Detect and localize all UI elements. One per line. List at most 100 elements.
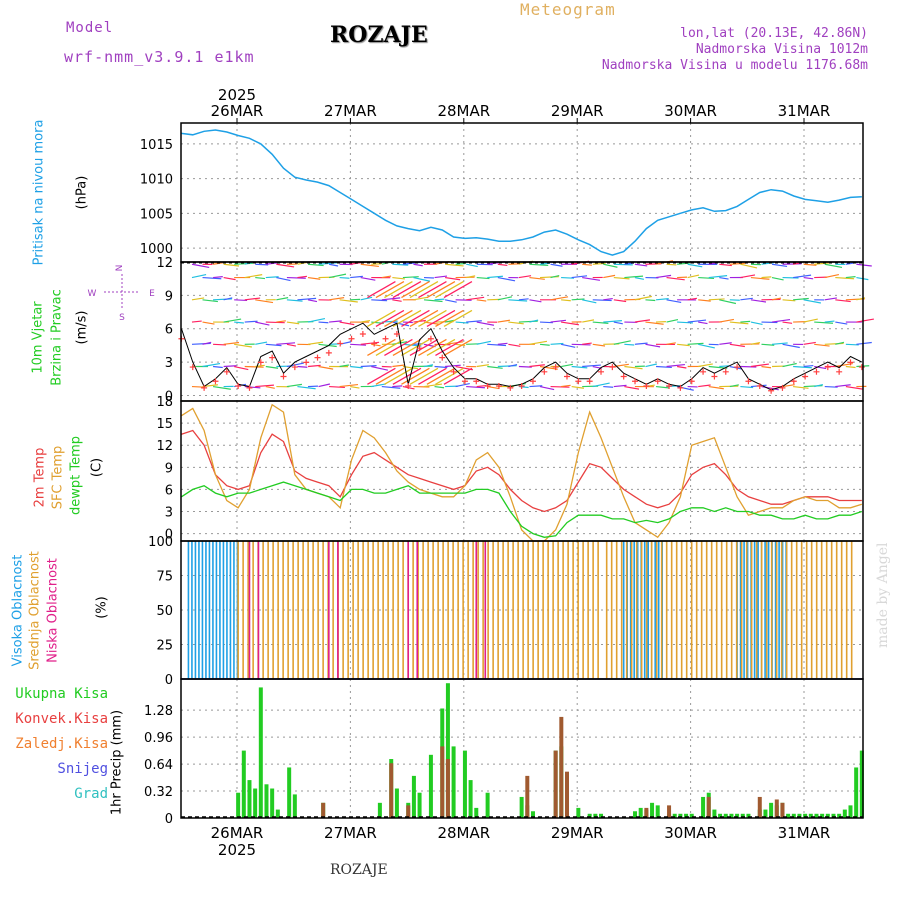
precip-bar	[553, 750, 558, 818]
wind-barb	[413, 276, 431, 282]
y-tick-label: 50	[156, 604, 173, 619]
wind-barb	[286, 383, 303, 388]
wind-barb	[466, 263, 478, 268]
wind-barb-strong	[401, 367, 430, 385]
wind-barb	[434, 365, 448, 369]
wind-barb	[328, 273, 347, 279]
wind-barb	[265, 276, 279, 279]
precip-bar	[258, 687, 263, 818]
wind-barb-strong	[375, 309, 405, 328]
wind-barb	[645, 299, 656, 302]
wind-barb	[824, 297, 837, 301]
wind-barb	[624, 343, 635, 346]
wind-barb	[307, 318, 326, 323]
wind-barb-strong	[418, 367, 447, 385]
wind-barb-strong	[367, 367, 396, 385]
wind-barb	[529, 299, 542, 303]
wind-barb	[603, 319, 622, 323]
wind-barb	[687, 263, 703, 268]
wind-barb	[392, 385, 403, 388]
precip-bar	[389, 763, 394, 818]
wind-gust-marker	[189, 364, 196, 371]
wind-gust-marker	[541, 368, 548, 375]
wind-barb	[371, 365, 389, 371]
wind-gust-marker	[223, 368, 230, 375]
station-title: ROZAJE	[330, 22, 428, 48]
wind-barb	[624, 275, 644, 279]
wind-barb	[360, 296, 373, 301]
wind-gust-marker	[212, 378, 219, 385]
wind-barb	[223, 297, 233, 301]
wind-barb	[666, 299, 682, 304]
temp-series-line	[181, 403, 863, 542]
wind-barb	[740, 297, 753, 301]
precip-bar	[701, 796, 706, 818]
precip-bar	[859, 750, 864, 818]
wind-barb	[455, 343, 466, 347]
wind-barb	[603, 297, 613, 301]
precip-bar	[757, 796, 762, 818]
precip-bar	[411, 775, 416, 818]
y-tick-label: 6	[165, 323, 173, 338]
wind-barb	[445, 276, 461, 281]
wind-gust-marker	[518, 382, 525, 389]
wind-barb	[698, 299, 711, 302]
wind-barb	[550, 263, 563, 267]
precip-bar	[593, 813, 598, 818]
wind-barb	[561, 299, 571, 302]
wind-barb-strong	[435, 338, 464, 356]
wind-gust-marker	[507, 384, 514, 391]
wind-barb	[202, 362, 221, 368]
wind-gust-marker	[654, 378, 661, 385]
wind-barb-strong	[435, 309, 464, 328]
pressure-series-line	[181, 129, 862, 256]
wind-gust-marker	[847, 359, 854, 366]
precip-bar	[684, 813, 689, 818]
temp-series-line	[181, 481, 863, 538]
wind-barb	[434, 385, 445, 389]
y-tick-label: 0.96	[144, 731, 173, 746]
precip-bar	[814, 813, 819, 818]
precip-bar	[825, 813, 830, 818]
wind-barb	[307, 341, 324, 345]
wind-barb	[286, 276, 306, 279]
wind-barb	[476, 321, 495, 326]
wind-barb	[803, 364, 814, 368]
wind-barb	[318, 383, 331, 388]
precip-bar	[763, 809, 768, 818]
wind-barb	[255, 321, 270, 326]
wind-gust-marker	[461, 378, 468, 385]
wind-barb	[508, 321, 524, 325]
wind-barb	[561, 384, 571, 388]
wind-barb	[613, 340, 631, 345]
wind-barb	[634, 295, 652, 301]
wind-barb	[793, 274, 812, 279]
wind-barb	[455, 262, 466, 265]
wind-barb	[782, 321, 793, 324]
wind-barb	[634, 276, 645, 280]
wind-barb	[244, 320, 258, 323]
lonlat-label: lon,lat (20.13E, 42.86N)	[680, 26, 868, 41]
wind-barb-strong	[384, 338, 413, 356]
wind-barb	[508, 363, 518, 368]
wind-barb	[518, 298, 529, 301]
wind-barb	[582, 364, 601, 368]
y-tick-label: 12	[156, 256, 173, 271]
precip-bar	[746, 813, 751, 818]
wind-gust-marker	[529, 378, 536, 385]
wind-barb	[561, 321, 579, 326]
wind-gust-marker	[495, 382, 502, 389]
wind-barb	[371, 343, 381, 347]
precip-bar	[417, 792, 422, 818]
wind-panel: 0 3 6 9 12	[156, 256, 874, 404]
date-tick-top: 31MAR	[778, 102, 831, 120]
compass-west: W	[88, 289, 97, 299]
wind-barb	[539, 365, 558, 370]
precip-bar	[650, 802, 655, 818]
wind-gust-marker	[643, 382, 650, 389]
wind-barb	[560, 363, 573, 368]
wind-barb	[276, 342, 296, 345]
wind-barb	[582, 299, 597, 304]
precip-bar	[474, 807, 479, 818]
precip-bar	[780, 802, 785, 818]
